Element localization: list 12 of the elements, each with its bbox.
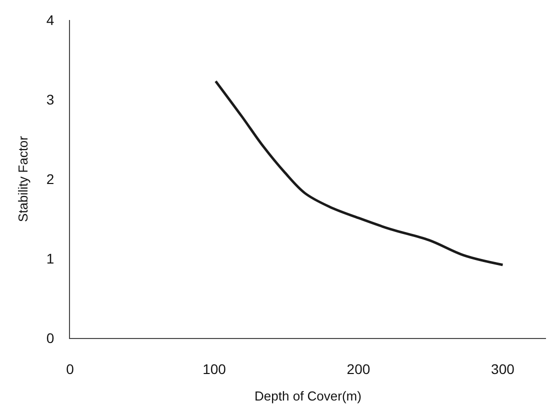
- x-tick-label: 300: [491, 360, 515, 377]
- y-tick-label: 0: [46, 330, 54, 346]
- y-tick-label: 2: [46, 170, 54, 187]
- x-tick-label: 0: [66, 360, 74, 377]
- x-tick-label: 200: [346, 360, 370, 377]
- y-tick-label: 4: [46, 12, 54, 28]
- x-tick-label: 100: [202, 360, 226, 377]
- y-axis-title: Stability Factor: [15, 135, 30, 222]
- y-tick-label: 1: [46, 250, 54, 266]
- y-tick-label: 3: [46, 91, 54, 108]
- line-series: [214, 80, 504, 266]
- x-axis-title: Depth of Cover(m): [254, 388, 362, 404]
